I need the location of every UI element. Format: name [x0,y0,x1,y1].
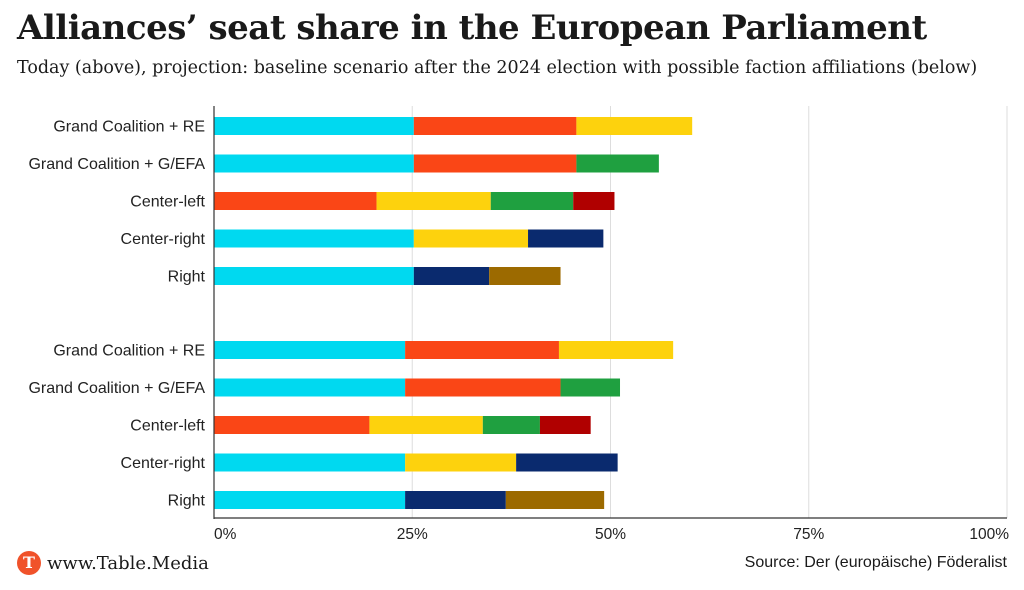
bar-segment [214,341,406,359]
chart-title: Alliances’ seat share in the European Pa… [17,8,927,48]
x-tick-label: 100% [969,526,1009,543]
bar-segment [413,117,577,135]
source-note: Source: Der (europäische) Föderalist [744,554,1007,571]
gridlines [411,106,1008,518]
bar-segment [576,117,693,135]
bar-segment [558,341,674,359]
bar-segment [413,154,577,173]
category-label: Center-left [130,418,205,435]
category-label: Center-right [121,455,206,472]
bar-segment [490,192,574,210]
bar-segment [405,453,517,472]
footer-brand: T www.Table.Media [17,550,209,576]
table-media-logo: T [17,551,41,575]
bar-segment [413,229,529,248]
category-label: Center-right [121,231,206,248]
bar-segment [413,267,490,285]
bar-segment [405,378,561,397]
category-label: Grand Coalition + G/EFA [28,156,205,173]
category-label: Grand Coalition + G/EFA [28,380,205,397]
bar-segment [369,416,483,434]
category-label: Grand Coalition + RE [53,119,205,136]
bar-segment [560,378,621,397]
bar-segment [376,192,491,210]
x-tick-label: 75% [793,526,824,543]
bar-segment [214,192,377,210]
category-labels: Grand Coalition + RE Grand Coalition + G/… [28,119,205,510]
bar-segment [214,453,406,472]
bar-segment [405,491,506,509]
category-label: Grand Coalition + RE [53,343,205,360]
bar-segment [214,378,406,397]
bar-segment [405,341,559,359]
bar-segment [516,453,618,472]
bar-segment [482,416,540,434]
bar-segment [528,229,604,248]
category-label: Right [168,493,206,510]
x-axis: 0% 25% 50% 75% 100% [213,106,1009,543]
bar-segment [539,416,591,434]
x-tick-label: 0% [214,526,237,543]
bars [214,117,693,509]
bar-segment [489,267,561,285]
bar-segment [214,117,414,135]
bar-segment [214,154,414,173]
x-tick-label: 25% [397,526,428,543]
bar-segment [214,229,414,248]
bar-segment [576,154,659,173]
bar-segment [214,416,370,434]
bar-segment [573,192,615,210]
x-tick-label: 50% [595,526,626,543]
bar-segment [505,491,605,509]
site-url[interactable]: www.Table.Media [47,552,209,574]
chart-subtitle: Today (above), projection: baseline scen… [17,58,978,78]
bar-segment [214,267,414,285]
category-label: Right [168,269,206,286]
bar-segment [214,491,406,509]
category-label: Center-left [130,194,205,211]
